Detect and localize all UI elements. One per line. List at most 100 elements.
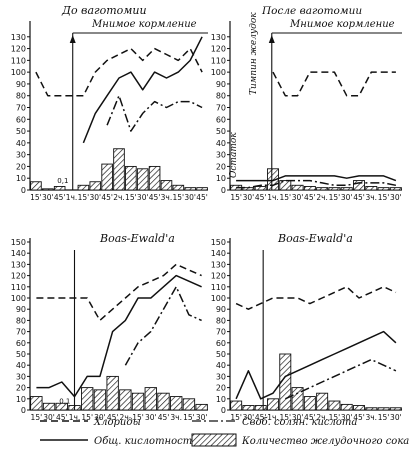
x-tick-label: 45' <box>255 413 267 422</box>
x-tick-label: 45' <box>149 193 161 202</box>
y-tick-label: 50 <box>16 350 26 359</box>
x-tick-label: 1ч. <box>267 413 279 422</box>
juice-bar <box>93 389 107 411</box>
juice-bar <box>89 181 102 191</box>
y-tick-label: 90 <box>16 305 26 314</box>
y-tick-label: 50 <box>216 350 226 359</box>
juice-bar <box>377 407 390 411</box>
panel-title: После ваготомии <box>261 5 362 17</box>
y-tick-label: 0 <box>21 406 26 415</box>
x-tick-label: 45' <box>101 193 113 202</box>
y-tick-label: 0 <box>221 406 226 415</box>
y-tick-label: 0 <box>221 186 226 195</box>
annotation: 0,1 <box>59 397 70 405</box>
x-tick-label: 30' <box>243 193 255 202</box>
juice-bar <box>196 187 208 191</box>
y-tick-label: 100 <box>11 68 26 77</box>
panel-title: Boas-Ewald'a <box>277 232 353 245</box>
juice-bar <box>106 375 119 411</box>
x-tick-label: 45' <box>56 413 68 422</box>
x-tick-label: 45' <box>304 413 316 422</box>
side-label: Остаток <box>229 132 239 178</box>
x-tick-label: 2ч. <box>113 193 125 202</box>
x-tick-label: 30' <box>94 413 106 422</box>
juice-bar <box>148 165 161 191</box>
x-tick-label: 15' <box>378 413 390 422</box>
juice-bar <box>136 168 149 191</box>
juice-bar <box>131 392 145 411</box>
x-tick-label: 1ч. <box>69 413 81 422</box>
legend-swatch-hatched <box>191 433 237 447</box>
juice-bar <box>254 186 267 191</box>
y-tick-label: 30 <box>216 372 226 381</box>
y-tick-label: 120 <box>11 272 26 281</box>
y-tick-label: 130 <box>11 33 26 42</box>
x-tick-label: 45' <box>353 413 365 422</box>
y-tick-label: 60 <box>216 115 226 124</box>
x-tick-label: 3ч. <box>365 413 377 422</box>
x-tick-label: 45' <box>255 193 267 202</box>
y-tick-label: 90 <box>216 305 226 314</box>
juice-bar <box>30 396 43 411</box>
juice-bar <box>195 403 208 411</box>
x-tick-label: 2ч. <box>316 413 328 422</box>
y-tick-label: 60 <box>16 339 26 348</box>
y-tick-label: 10 <box>216 395 226 404</box>
series-line-solid <box>82 36 203 144</box>
x-tick-label: 2ч. <box>120 413 132 422</box>
annotation: 0,1 <box>57 177 68 185</box>
juice-bar <box>389 187 402 191</box>
juice-bar <box>30 181 42 191</box>
y-tick-label: 120 <box>211 45 226 54</box>
juice-bar <box>365 186 378 191</box>
x-tick-label: 15' <box>81 413 93 422</box>
y-tick-label: 130 <box>211 33 226 42</box>
y-tick-label: 50 <box>216 127 226 136</box>
juice-bar <box>77 184 90 191</box>
y-tick-label: 20 <box>216 384 226 393</box>
juice-bar <box>160 180 173 191</box>
juice-bar <box>182 398 196 411</box>
juice-bar <box>172 184 185 191</box>
y-tick-label: 80 <box>16 316 26 325</box>
y-tick-label: 10 <box>16 174 26 183</box>
x-tick-label: 15' <box>329 413 341 422</box>
x-tick-label: 30' <box>390 193 402 202</box>
juice-bar <box>377 187 390 191</box>
x-tick-label: 30' <box>43 413 55 422</box>
juice-bar <box>144 387 157 411</box>
y-tick-label: 40 <box>16 361 26 370</box>
y-tick-label: 30 <box>216 151 226 160</box>
series-line-dashdot <box>284 358 397 400</box>
x-tick-label: 30' <box>42 193 54 202</box>
x-tick-label: 30' <box>145 413 157 422</box>
x-tick-label: 30' <box>196 413 208 422</box>
y-tick-label: 120 <box>11 45 26 54</box>
juice-bar <box>254 405 267 411</box>
x-tick-label: 15' <box>173 193 185 202</box>
y-tick-label: 150 <box>11 238 26 247</box>
x-tick-label: 30' <box>137 193 149 202</box>
y-tick-label: 90 <box>16 80 26 89</box>
y-tick-label: 110 <box>11 56 26 65</box>
legend-label: Своб. солян. кислота <box>242 417 357 428</box>
y-tick-label: 110 <box>211 283 226 292</box>
juice-bar <box>157 392 170 411</box>
juice-bar <box>170 396 183 411</box>
legend-label: Количество желудочного сока <box>241 436 409 447</box>
y-tick-label: 140 <box>211 249 226 258</box>
juice-bar <box>328 400 341 411</box>
series-line-solid <box>236 175 397 182</box>
juice-bar <box>291 184 304 191</box>
juice-bar <box>303 186 316 191</box>
y-tick-label: 40 <box>216 139 226 148</box>
bracket-label: Тимпин желудок <box>249 12 259 95</box>
legend-label: Общ. кислотность <box>94 436 198 447</box>
y-tick-label: 120 <box>211 272 226 281</box>
juice-bar <box>230 400 243 411</box>
x-tick-label: 45' <box>196 193 208 202</box>
y-tick-label: 70 <box>16 104 26 113</box>
